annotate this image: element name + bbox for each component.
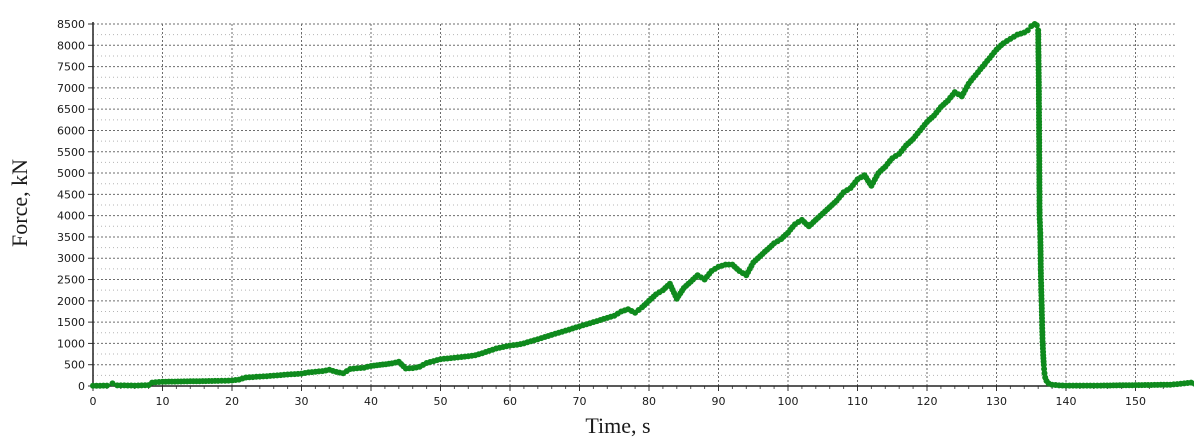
x-tick-label: 20 — [225, 395, 239, 408]
y-tick-label: 4000 — [57, 210, 85, 223]
y-tick-label: 3000 — [57, 252, 85, 265]
data-point — [1033, 22, 1040, 29]
grid — [93, 23, 1175, 386]
y-tick-label: 8000 — [57, 39, 85, 52]
x-tick-label: 50 — [434, 395, 448, 408]
data-point — [1024, 27, 1031, 34]
x-tick-label: 0 — [90, 395, 97, 408]
x-tick-label: 10 — [156, 395, 170, 408]
y-tick-label: 4500 — [57, 188, 85, 201]
x-tick-label: 80 — [642, 395, 656, 408]
y-tick-label: 5500 — [57, 146, 85, 159]
x-tick-label: 70 — [573, 395, 587, 408]
y-tick-label: 1000 — [57, 337, 85, 350]
data-point — [103, 382, 110, 389]
x-tick-label: 120 — [917, 395, 938, 408]
y-tick-label: 6000 — [57, 124, 85, 137]
y-tick-label: 8500 — [57, 18, 85, 31]
x-tick-label: 30 — [295, 395, 309, 408]
y-tick-label: 1500 — [57, 316, 85, 329]
x-tick-label: 100 — [778, 395, 799, 408]
y-tick-label: 3500 — [57, 231, 85, 244]
y-tick-label: 7000 — [57, 82, 85, 95]
x-tick-label: 130 — [986, 395, 1007, 408]
data-point — [109, 380, 116, 387]
data-point — [1040, 361, 1047, 368]
x-tick-label: 60 — [503, 395, 517, 408]
data-point — [1191, 380, 1194, 387]
x-tick-label: 140 — [1056, 395, 1077, 408]
x-tick-label: 150 — [1125, 395, 1146, 408]
tick-labels: 0500100015002000250030003500400045005000… — [57, 18, 1146, 408]
x-axis-title: Time, s — [585, 413, 650, 438]
y-tick-label: 500 — [64, 359, 85, 372]
y-tick-label: 5000 — [57, 167, 85, 180]
x-tick-label: 110 — [847, 395, 868, 408]
x-tick-label: 90 — [712, 395, 726, 408]
data-series — [90, 21, 1194, 389]
x-tick-label: 40 — [364, 395, 378, 408]
y-tick-label: 6500 — [57, 103, 85, 116]
y-tick-label: 2500 — [57, 274, 85, 287]
y-axis-title: Force, kN — [7, 159, 32, 247]
y-tick-label: 7500 — [57, 61, 85, 74]
y-tick-label: 2000 — [57, 295, 85, 308]
y-tick-label: 0 — [78, 380, 85, 393]
